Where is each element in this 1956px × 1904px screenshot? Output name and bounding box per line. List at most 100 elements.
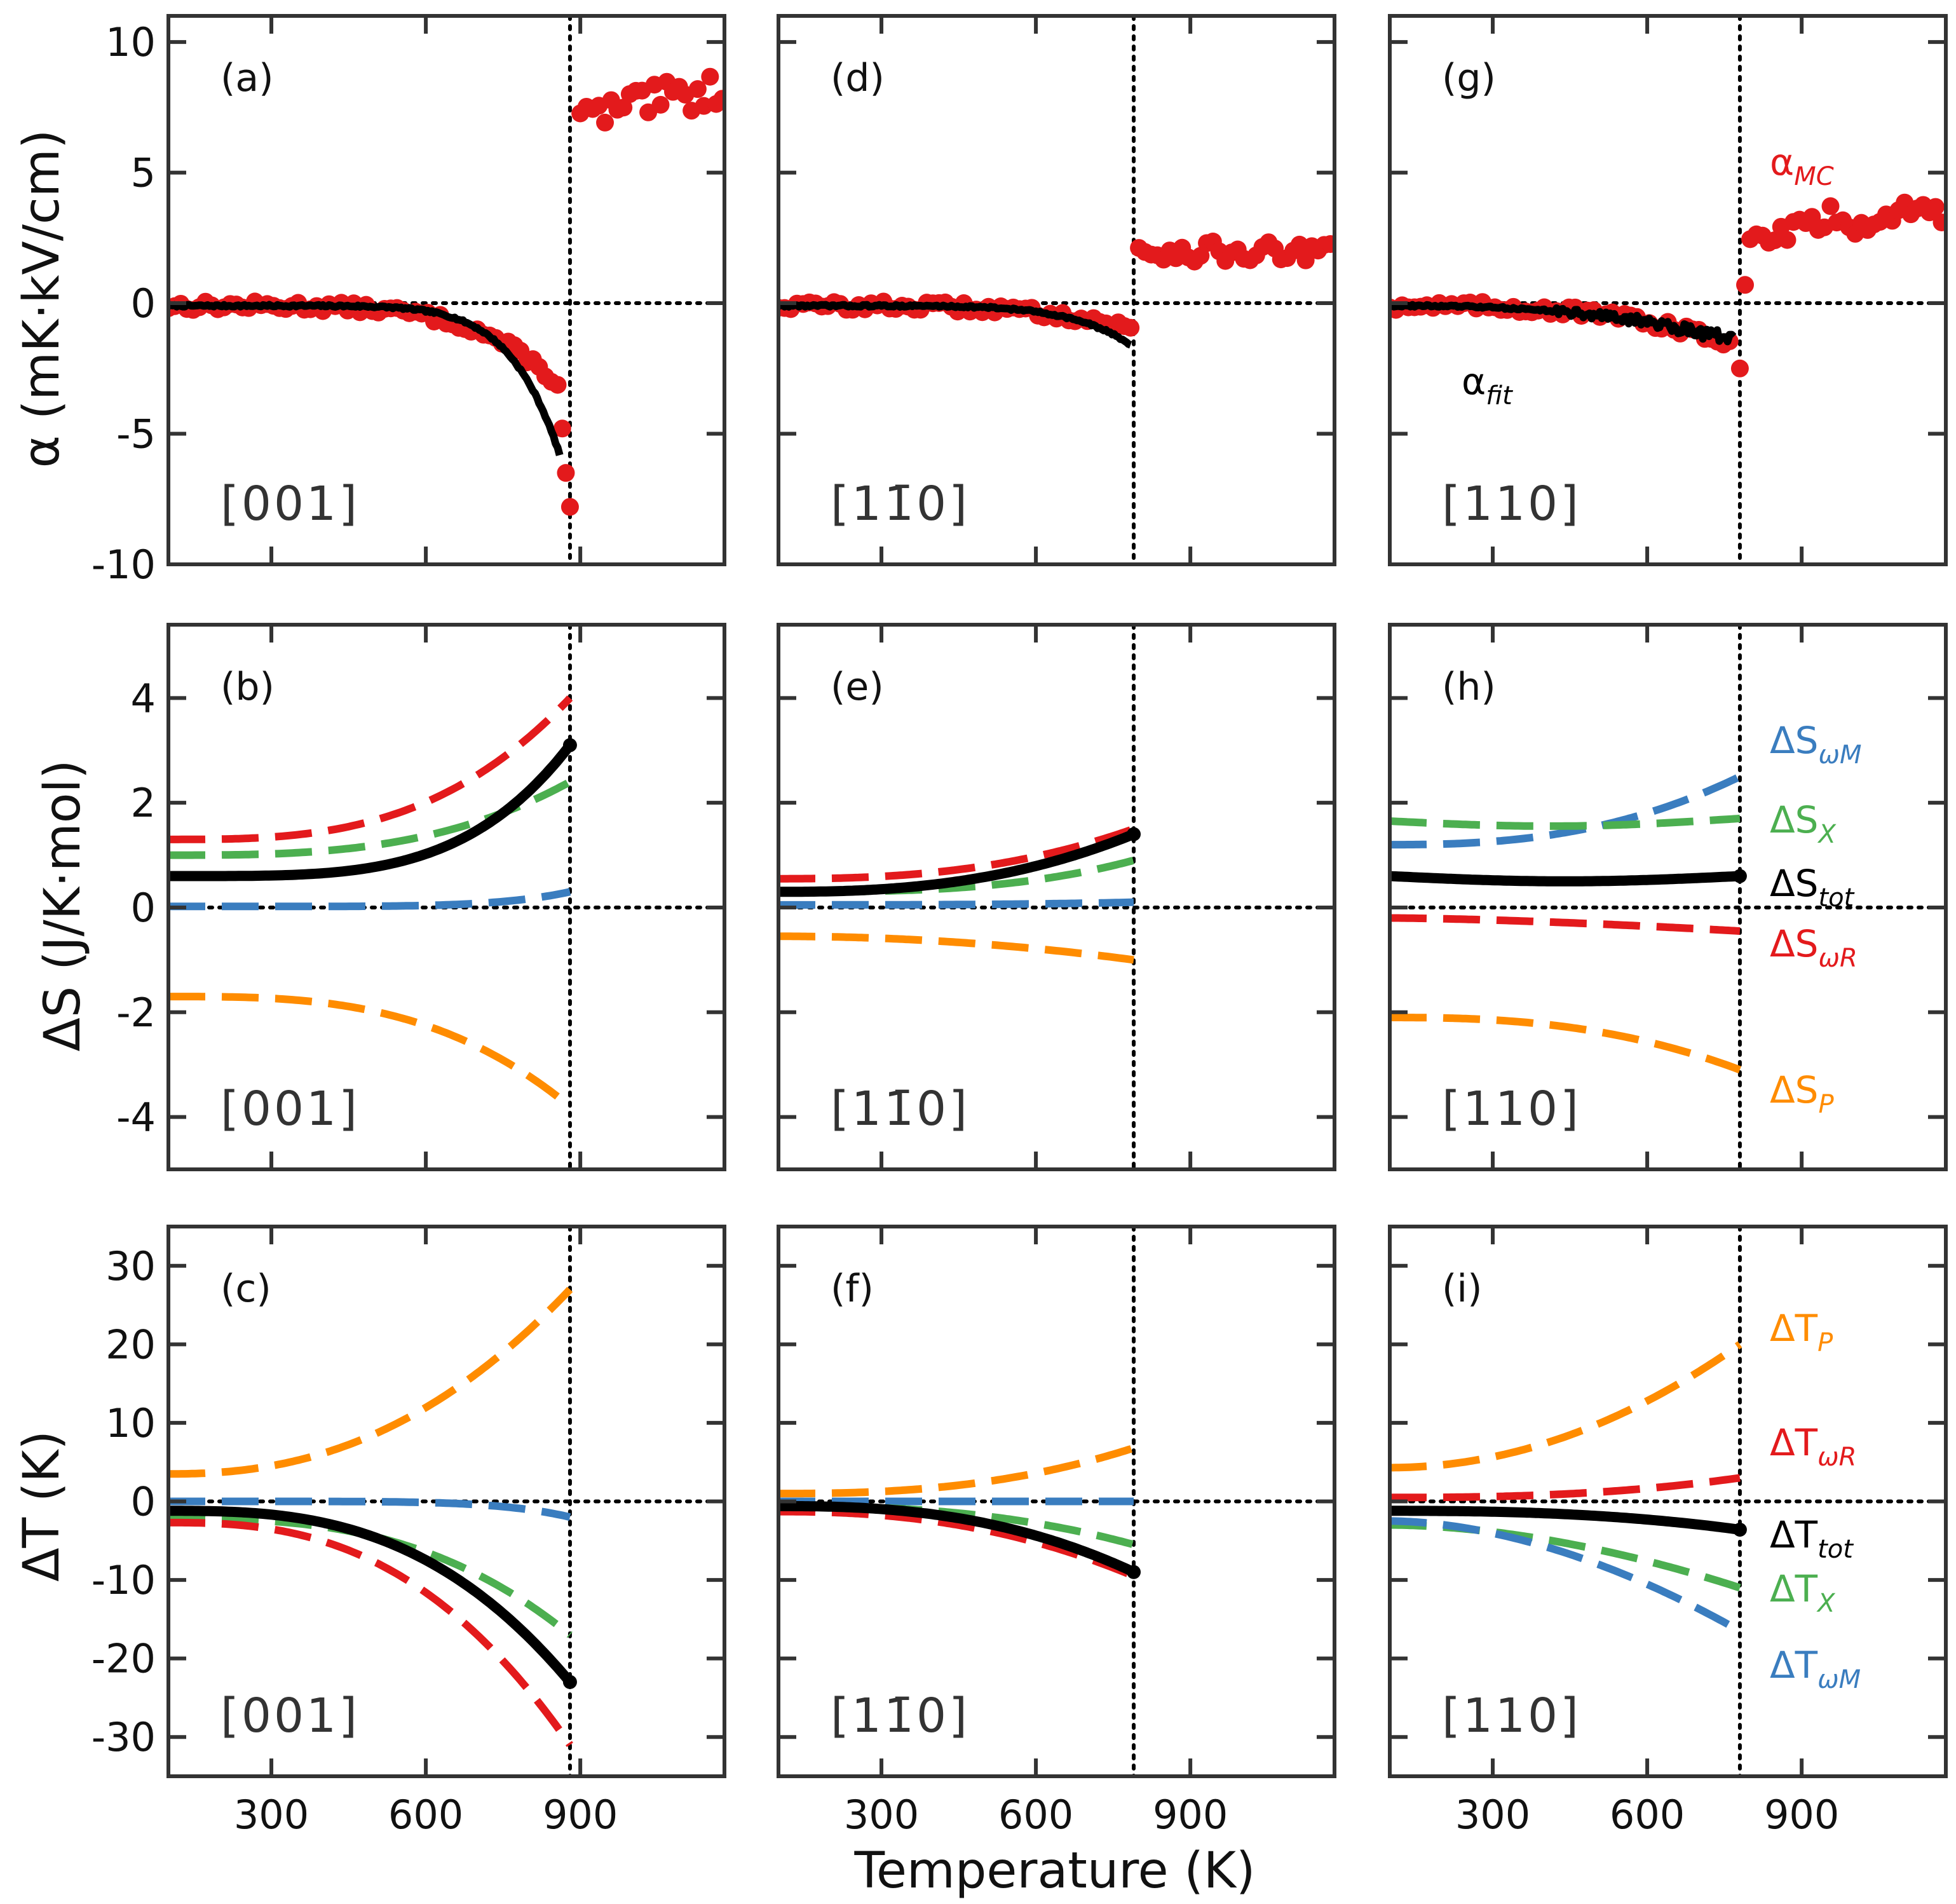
ytick-label: 10 xyxy=(105,1400,156,1446)
panel-frame xyxy=(777,14,1336,566)
panel-frame xyxy=(166,14,726,566)
xtick-label: 600 xyxy=(998,1792,1073,1838)
xtick-label: 600 xyxy=(1610,1792,1685,1838)
alpha-fit-line xyxy=(778,301,1132,349)
direction-label: [110] xyxy=(1442,477,1581,531)
direction-label: [11̄0] xyxy=(831,477,970,531)
series-red-component xyxy=(168,695,573,843)
alpha-mc-point xyxy=(1821,197,1840,215)
plot-area xyxy=(168,625,724,1169)
alpha-mc-point xyxy=(1778,231,1796,249)
series-red-component xyxy=(778,825,1135,883)
alpha-mc-point xyxy=(548,376,567,394)
alpha-mc-point xyxy=(651,95,670,114)
ylabel-dT: ΔT (K) xyxy=(13,1431,71,1582)
ytick-label: 10 xyxy=(105,19,156,65)
series-black-total xyxy=(1390,1506,1745,1535)
plot-area xyxy=(778,16,1335,564)
plot-area xyxy=(1390,16,1946,564)
panel-frame xyxy=(1388,623,1948,1171)
alpha-fit-line xyxy=(168,301,564,456)
ytick-label: 4 xyxy=(131,675,156,721)
panel-letter: (e) xyxy=(831,665,884,709)
panel-letter: (g) xyxy=(1442,56,1496,100)
ytick-label: 0 xyxy=(131,885,156,931)
xtick-label: 900 xyxy=(543,1792,618,1838)
legend-dS-P: ΔSP xyxy=(1770,1068,1835,1119)
direction-label: [110] xyxy=(1442,1689,1581,1743)
xtick-label: 300 xyxy=(844,1792,919,1838)
ytick-label: -30 xyxy=(92,1714,156,1760)
series-blue-component xyxy=(1390,773,1742,849)
series-blue-component xyxy=(778,898,1134,909)
series-black-total xyxy=(778,829,1139,897)
plot-area xyxy=(168,16,724,564)
series-red-component xyxy=(778,1507,1136,1580)
panel-a: 10 5 0 -5 -10 (a) [001] xyxy=(92,14,726,588)
alpha-mc-point xyxy=(596,113,615,132)
legend-dS-X: ΔSX xyxy=(1770,798,1837,849)
panel-d: (d) [11̄0] xyxy=(777,14,1336,566)
direction-label: [001] xyxy=(221,477,360,531)
ytick-label: -4 xyxy=(116,1094,156,1141)
series-orange-component xyxy=(778,1444,1135,1498)
direction-label: [001] xyxy=(221,1082,360,1136)
ytick-label: 2 xyxy=(131,780,156,826)
panel-frame xyxy=(1388,14,1948,566)
alpha-mc-point xyxy=(557,464,575,482)
alpha-mc-point xyxy=(1296,251,1315,269)
alpha-mc-point xyxy=(688,80,707,99)
panel-i: 300 600 900 (i) [110] xyxy=(1388,1225,1948,1838)
alpha-mc-point xyxy=(1932,214,1946,231)
ytick-label: 30 xyxy=(105,1243,156,1289)
direction-label: [11̄0] xyxy=(831,1689,970,1743)
alpha-mc-point xyxy=(701,67,719,86)
series-red-component xyxy=(168,1518,573,1747)
alpha-mc-point xyxy=(1122,318,1140,337)
legend-dT-X: ΔTX xyxy=(1770,1567,1836,1618)
legend-dS-tot: ΔStot xyxy=(1770,862,1855,913)
total-endpoint xyxy=(1732,869,1747,883)
xtick-label: 300 xyxy=(1455,1792,1530,1838)
plot-area xyxy=(778,1227,1335,1776)
total-endpoint xyxy=(1732,1522,1747,1537)
series-orange-component xyxy=(168,993,573,1110)
alpha-mc-point xyxy=(560,498,579,516)
plot-area xyxy=(1390,1227,1946,1776)
ytick-label: 0 xyxy=(131,280,156,327)
alpha-fit-line xyxy=(1390,301,1737,346)
series-green-component xyxy=(168,778,572,859)
series-black-total xyxy=(1390,871,1745,887)
series-black-total xyxy=(778,1500,1139,1577)
series-orange-component xyxy=(1390,1341,1742,1472)
alpha-mc-point xyxy=(1736,276,1755,294)
panel-letter: (h) xyxy=(1442,665,1496,709)
legend-dT-ωR: ΔTωR xyxy=(1770,1421,1856,1472)
total-endpoint xyxy=(1127,1565,1141,1579)
total-endpoint xyxy=(562,1675,577,1689)
xtick-label: 900 xyxy=(1764,1792,1839,1838)
legend-dT-P: ΔTP xyxy=(1770,1307,1833,1357)
legend-dT-tot: ΔTtot xyxy=(1770,1513,1854,1564)
alpha-mc-point xyxy=(615,99,633,117)
panel-e: (e) [11̄0] xyxy=(777,623,1336,1171)
plot-area xyxy=(778,625,1335,1169)
xtick-label: 300 xyxy=(234,1792,309,1838)
series-black-total xyxy=(168,1506,575,1687)
ytick-label: 20 xyxy=(105,1321,156,1368)
series-green-component xyxy=(1390,814,1741,830)
xtick-label: 900 xyxy=(1153,1792,1228,1838)
panel-g: (g) [110] xyxy=(1388,14,1948,566)
panels-group: 1050-5-10(a)[001]420-2-4(b)[001]3020100-… xyxy=(92,14,1948,1838)
panel-f: 300 600 900 (f) [11̄0] xyxy=(777,1225,1336,1838)
panel-letter: (b) xyxy=(221,665,275,709)
panel-b: 4 2 0 -2 -4 (b) [001] xyxy=(116,623,726,1171)
panel-letter: (a) xyxy=(221,56,274,100)
plot-area xyxy=(168,1227,724,1776)
panel-c: 30 20 10 0 -10 -20 -30 300 600 900 (c) [001] xyxy=(92,1225,726,1838)
direction-label: [110] xyxy=(1442,1082,1581,1136)
ytick-label: -10 xyxy=(92,541,156,588)
ytick-label: 0 xyxy=(131,1479,156,1525)
direction-label: [001] xyxy=(221,1689,360,1743)
